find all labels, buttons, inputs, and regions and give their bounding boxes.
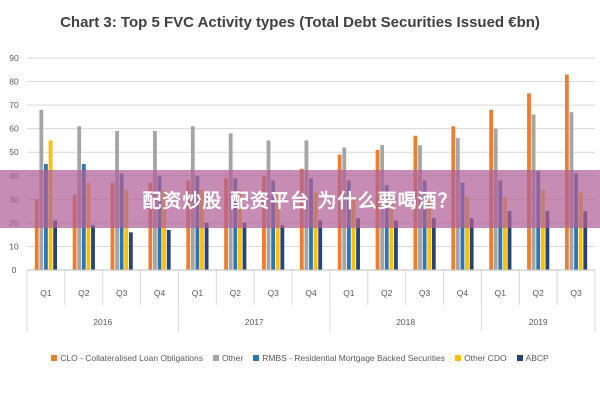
x-tick-label: Q3 <box>570 288 582 298</box>
overlay-text: 配资炒股 配资平台 为什么要喝酒？ <box>142 189 458 212</box>
bar <box>275 192 280 270</box>
x-tick-label: Q1 <box>40 288 52 298</box>
x-tick-label: Q4 <box>154 288 166 298</box>
x-tick-label: Q1 <box>192 288 204 298</box>
legend: CLO - Collateralised Loan Obligations Oth… <box>0 353 600 363</box>
bar <box>394 220 398 270</box>
legend-swatch <box>253 355 260 361</box>
bar <box>389 196 394 270</box>
legend-swatch <box>455 355 462 361</box>
chart-title: Chart 3: Top 5 FVC Activity types (Total… <box>60 14 540 31</box>
bar <box>242 222 247 270</box>
bar <box>280 225 285 270</box>
bar <box>162 189 167 270</box>
x-tick-label: Q2 <box>230 288 242 298</box>
bar <box>166 229 171 270</box>
y-tick-label: 90 <box>9 53 19 63</box>
legend-label: ABCP <box>525 353 549 363</box>
x-tick-label: Q3 <box>419 288 431 298</box>
bar <box>583 211 588 270</box>
bar <box>545 211 550 270</box>
bar <box>128 232 133 270</box>
legend-label: RMBS - Residential Mortgage Backed Secur… <box>262 353 446 363</box>
y-tick-label: 0 <box>12 265 17 275</box>
bar <box>351 196 356 270</box>
legend-swatch <box>516 355 523 361</box>
bar <box>34 199 39 270</box>
y-tick-label: 10 <box>9 241 19 251</box>
legend-label: Other <box>221 353 244 363</box>
x-tick-label: Q4 <box>457 288 469 298</box>
bar <box>318 220 323 270</box>
y-tick-label: 80 <box>9 77 19 87</box>
year-label: 2017 <box>245 317 264 327</box>
x-tick-label: Q1 <box>495 288 507 298</box>
bar <box>237 189 242 270</box>
year-label: 2019 <box>529 317 548 327</box>
x-tick-label: Q3 <box>116 288 128 298</box>
legend-label: Other CDO <box>464 353 507 363</box>
y-tick-label: 70 <box>9 100 19 110</box>
bar <box>204 222 209 270</box>
legend-swatch <box>51 355 58 361</box>
legend-item: ABCP <box>516 353 549 363</box>
bar <box>313 192 318 270</box>
x-tick-label: Q2 <box>78 288 90 298</box>
y-tick-label: 50 <box>9 147 19 157</box>
x-tick-label: Q4 <box>305 288 317 298</box>
bar <box>469 218 474 270</box>
legend-item: Other CDO <box>455 353 507 363</box>
x-tick-label: Q2 <box>533 288 545 298</box>
overlay-banner: 配资炒股 配资平台 为什么要喝酒？ <box>0 170 600 228</box>
bar <box>431 218 436 270</box>
x-tick-label: Q3 <box>267 288 279 298</box>
legend-swatch <box>212 355 219 361</box>
bar <box>507 211 512 270</box>
x-tick-label: Q2 <box>381 288 393 298</box>
bar <box>503 196 507 270</box>
year-label: 2016 <box>93 317 112 327</box>
bar <box>356 218 360 270</box>
legend-label: CLO - Collateralised Loan Obligations <box>60 353 203 363</box>
bar <box>465 196 469 270</box>
legend-item: RMBS - Residential Mortgage Backed Secur… <box>253 353 445 363</box>
bar <box>91 225 95 270</box>
bar <box>200 189 204 270</box>
legend-item: CLO - Collateralised Loan Obligations <box>51 353 203 363</box>
bar <box>540 189 545 270</box>
bar <box>427 194 432 270</box>
bar <box>72 194 77 270</box>
bar <box>578 192 583 270</box>
bar <box>53 220 58 270</box>
bar <box>124 189 129 270</box>
x-tick-label: Q1 <box>343 288 355 298</box>
y-tick-label: 60 <box>9 124 19 134</box>
year-label: 2018 <box>396 317 415 327</box>
legend-item: Other <box>212 353 244 363</box>
